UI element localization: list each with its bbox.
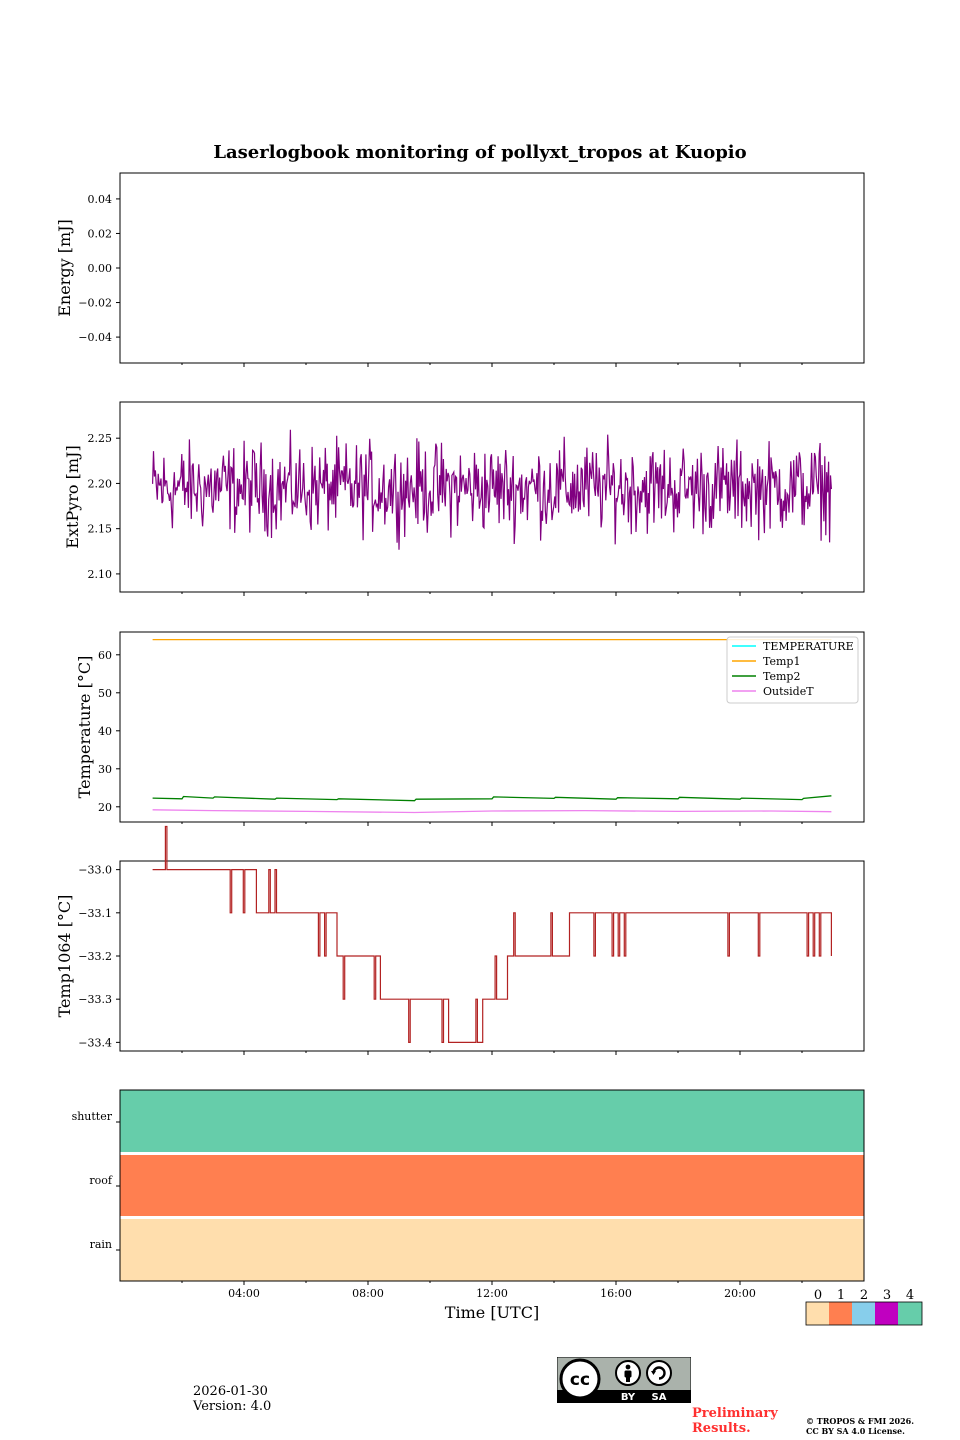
y-tick-label: −33.2 xyxy=(78,950,112,963)
legend-label-temp2: Temp2 xyxy=(763,670,800,683)
y-tick-label: 30 xyxy=(98,763,112,776)
time-x-ticks: 04:00 08:00 12:00 16:00 20:00 xyxy=(181,1281,803,1300)
temp1064-y-ticks: −33.0 −33.1 −33.2 −33.3 −33.4 xyxy=(78,864,120,1049)
extpyro-panel: 2.25 2.20 2.15 2.10 ExtPyro [mJ] xyxy=(63,401,865,596)
colorbar-frame xyxy=(805,1301,923,1326)
y-tick-label: 2.20 xyxy=(88,477,113,490)
temperature-x-ticks xyxy=(181,822,803,826)
footer-version: Version: 4.0 xyxy=(193,1399,272,1414)
chart-title: Laserlogbook monitoring of pollyxt_tropo… xyxy=(213,142,746,163)
y-tick-label: 20 xyxy=(98,801,112,814)
y-tick-label: −33.1 xyxy=(78,907,112,920)
colorbar-tick-4: 4 xyxy=(906,1288,914,1303)
copyright-line1: © TROPOS & FMI 2026. xyxy=(806,1416,915,1426)
colorbar-tick-0: 0 xyxy=(814,1288,822,1303)
extpyro-y-ticks: 2.25 2.20 2.15 2.10 xyxy=(88,432,120,581)
y-tick-label: 0.00 xyxy=(88,262,113,275)
extpyro-x-ticks xyxy=(181,592,803,596)
series-line-outsidet xyxy=(152,809,832,814)
legend-label-temp1: Temp1 xyxy=(763,655,800,668)
temperature-ylabel: Temperature [°C] xyxy=(75,656,94,799)
colorbar-tick-1: 1 xyxy=(837,1288,845,1303)
y-tick-label: 40 xyxy=(98,725,112,738)
x-tick-label: 20:00 xyxy=(724,1287,756,1300)
row-label-roof: roof xyxy=(89,1174,113,1187)
legend-box xyxy=(726,636,859,704)
status-colorbar: 0 1 2 3 4 xyxy=(805,1288,923,1326)
temp1064-ylabel: Temp1064 [°C] xyxy=(55,895,74,1018)
y-tick-label: 0.02 xyxy=(88,227,113,240)
colorbar-swatch-1 xyxy=(829,1302,852,1325)
heatmap-row-rain xyxy=(120,1219,864,1281)
footer-date: 2026-01-30 xyxy=(193,1384,268,1399)
y-tick-label: 2.15 xyxy=(88,523,113,536)
energy-axes-frame xyxy=(119,172,865,364)
temperature-y-ticks: 60 50 40 30 20 xyxy=(98,649,120,814)
copyright-line2: CC BY SA 4.0 License. xyxy=(806,1426,905,1436)
heatmap-row-shutter xyxy=(120,1090,864,1152)
y-tick-label: −33.0 xyxy=(78,864,112,877)
footer-info: 2026-01-30 Version: 4.0 xyxy=(193,1384,271,1414)
temperature-panel: 60 50 40 30 20 Temperature [°C] TEMPERATURE … xyxy=(75,631,865,826)
extpyro-ylabel: ExtPyro [mJ] xyxy=(63,445,82,548)
temp1064-x-ticks xyxy=(181,1051,803,1055)
colorbar-tick-3: 3 xyxy=(883,1288,891,1303)
x-tick-label: 12:00 xyxy=(476,1287,508,1300)
temp1064-panel: −33.0 −33.1 −33.2 −33.3 −33.4 Temp1064 [°C] xyxy=(55,825,865,1055)
cc-logo-icon xyxy=(559,1358,601,1400)
y-tick-label: 2.10 xyxy=(88,568,113,581)
y-tick-label: 60 xyxy=(98,649,112,662)
y-tick-label: −33.3 xyxy=(78,993,112,1006)
preliminary-notice: Preliminary Results. xyxy=(692,1406,778,1436)
extpyro-axes-frame xyxy=(119,401,865,593)
energy-y-ticks: 0.04 0.02 0.00 −0.02 −0.04 xyxy=(78,193,120,344)
colorbar-swatch-3 xyxy=(875,1302,898,1325)
energy-x-ticks xyxy=(181,363,803,367)
heatmap-row-roof xyxy=(120,1155,864,1216)
legend-label-temperature: TEMPERATURE xyxy=(763,640,854,653)
temp1064-axes-frame xyxy=(119,860,865,1052)
share-alike-icon xyxy=(646,1360,672,1386)
cc-by-sa-badge: cc BY SA xyxy=(557,1357,691,1403)
x-tick-label: 08:00 xyxy=(352,1287,384,1300)
temperature-series-group xyxy=(152,638,832,814)
y-tick-label: −33.4 xyxy=(78,1036,112,1049)
y-tick-label: 2.25 xyxy=(88,432,113,445)
preliminary-line1: Preliminary xyxy=(692,1406,778,1421)
badge-sa-label: SA xyxy=(652,1392,667,1403)
y-tick-label: 0.04 xyxy=(88,193,113,206)
temp1064-series-line xyxy=(152,825,832,1043)
energy-ylabel: Energy [mJ] xyxy=(55,219,74,317)
extpyro-series-line xyxy=(152,429,832,550)
status-panel: shutter roof rain 04:00 08:00 12:00 16:00 20… xyxy=(72,1089,865,1322)
preliminary-line2: Results. xyxy=(692,1421,751,1436)
colorbar-swatch-2 xyxy=(852,1302,875,1325)
y-tick-label: 50 xyxy=(98,687,112,700)
cc-logo-text: cc xyxy=(570,1370,590,1390)
temperature-legend: TEMPERATURE Temp1 Temp2 OutsideT xyxy=(726,636,859,704)
x-axis-label: Time [UTC] xyxy=(445,1303,539,1322)
row-label-shutter: shutter xyxy=(72,1110,113,1123)
y-tick-label: −0.04 xyxy=(78,331,112,344)
legend-label-outsidet: OutsideT xyxy=(763,685,814,698)
x-tick-label: 16:00 xyxy=(600,1287,632,1300)
badge-by-label: BY xyxy=(621,1392,636,1403)
x-tick-label: 04:00 xyxy=(228,1287,260,1300)
colorbar-tick-2: 2 xyxy=(860,1288,868,1303)
row-label-rain: rain xyxy=(90,1238,112,1251)
copyright-notice: © TROPOS & FMI 2026. CC BY SA 4.0 Licens… xyxy=(806,1416,914,1436)
colorbar-swatch-4 xyxy=(898,1302,922,1325)
energy-panel: 0.04 0.02 0.00 −0.02 −0.04 Energy [mJ] xyxy=(55,172,865,367)
series-line-temp2 xyxy=(152,795,832,802)
colorbar-swatch-0 xyxy=(806,1302,829,1325)
y-tick-label: −0.02 xyxy=(78,297,112,310)
